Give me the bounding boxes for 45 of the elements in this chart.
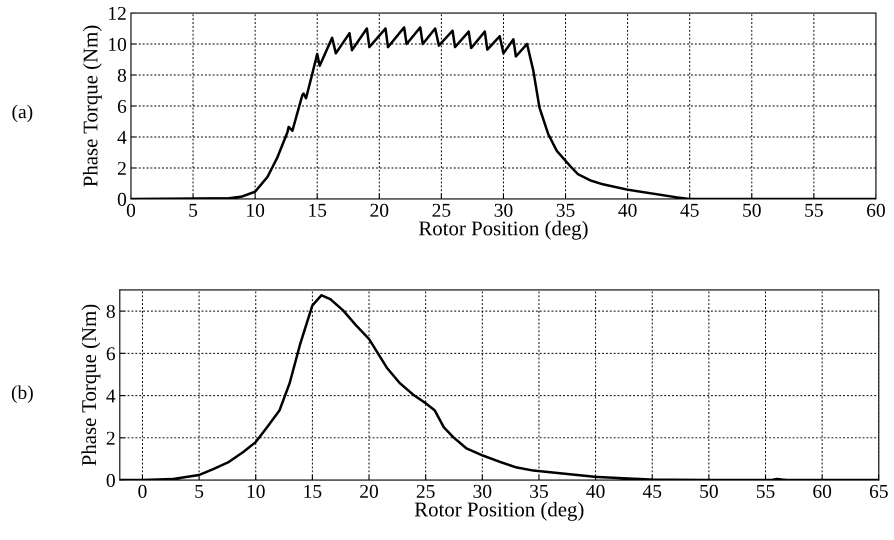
x-tick-label: 30 bbox=[494, 204, 512, 217]
x-tick-label: 0 bbox=[126, 204, 136, 217]
x-tick-label: 55 bbox=[805, 204, 823, 217]
x-tick-label: 50 bbox=[743, 204, 761, 217]
x-tick-label: 45 bbox=[642, 484, 662, 498]
x-tick-label: 45 bbox=[680, 204, 699, 217]
y-tick-label: 10 bbox=[109, 38, 126, 51]
y-tick-label: 8 bbox=[106, 304, 115, 318]
x-tick-label: 65 bbox=[870, 484, 888, 498]
x-tick-label: 40 bbox=[586, 484, 605, 498]
x-tick-label: 5 bbox=[195, 484, 204, 498]
x-tick-label: 5 bbox=[189, 204, 198, 217]
y-tick-label: 6 bbox=[106, 347, 116, 360]
y-tick-label: 0 bbox=[106, 474, 115, 487]
x-tick-label: 55 bbox=[756, 484, 774, 498]
x-tick-label: 15 bbox=[309, 204, 326, 217]
x-tick-label: 15 bbox=[304, 484, 322, 498]
x-tick-label: 25 bbox=[432, 204, 450, 217]
y-axis-title: Phase Torque (Nm) bbox=[81, 304, 100, 466]
y-tick-label: 2 bbox=[118, 162, 126, 175]
x-tick-label: 20 bbox=[370, 204, 388, 217]
y-tick-label: 6 bbox=[118, 100, 126, 113]
x-axis-title: Rotor Position (deg) bbox=[418, 220, 588, 240]
y-tick-label: 4 bbox=[106, 390, 116, 402]
x-tick-label: 30 bbox=[474, 484, 492, 498]
y-axis-title: Phase Torque (Nm) bbox=[82, 26, 102, 187]
text: (a) bbox=[12, 104, 32, 122]
y-tick-label: 12 bbox=[109, 6, 126, 20]
x-tick-label: 10 bbox=[248, 484, 265, 498]
x-tick-label: 35 bbox=[556, 204, 574, 217]
x-tick-label: 60 bbox=[867, 204, 885, 217]
y-tick-label: 4 bbox=[117, 130, 126, 144]
x-tick-label: 35 bbox=[530, 484, 548, 498]
x-tick-label: 0 bbox=[138, 484, 147, 498]
x-tick-label: 20 bbox=[360, 484, 378, 498]
x-tick-label: 40 bbox=[618, 204, 637, 217]
x-tick-label: 50 bbox=[700, 484, 718, 498]
y-tick-label: 0 bbox=[118, 192, 126, 206]
x-tick-label: 10 bbox=[247, 204, 264, 217]
x-tick-label: 25 bbox=[416, 484, 435, 498]
y-tick-label: 2 bbox=[106, 432, 115, 445]
x-axis-title: Rotor Position (deg) bbox=[414, 502, 584, 521]
x-tick-label: 60 bbox=[813, 484, 832, 498]
text: (b) bbox=[12, 385, 33, 404]
y-tick-label: 8 bbox=[118, 68, 126, 82]
